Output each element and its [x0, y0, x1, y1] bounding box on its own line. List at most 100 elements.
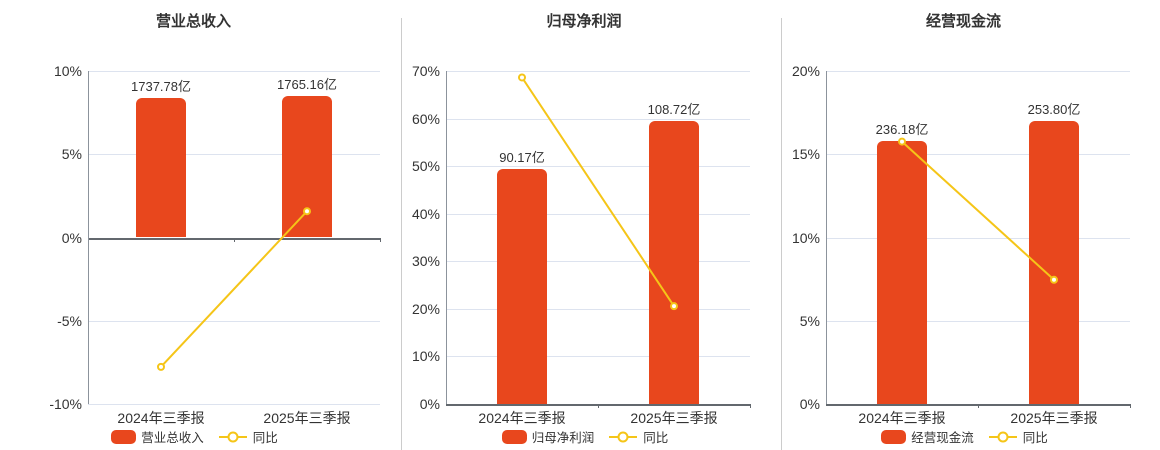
x-axis-tick [380, 237, 381, 242]
plot-area: 10% 5% 0% -5% -10% 1737.78亿 1765.16亿 [0, 0, 401, 450]
legend-item-bar-series[interactable]: 营业总收入 [111, 427, 204, 446]
y-axis-tick-label: 30% [411, 253, 440, 270]
y-axis-tick-label: 5% [61, 146, 82, 163]
legend-label: 同比 [643, 431, 669, 445]
gridline [446, 308, 750, 310]
legend-label: 营业总收入 [141, 431, 204, 445]
y-axis-tick-label: 70% [411, 63, 440, 79]
gridline [446, 166, 750, 168]
gridline [446, 356, 750, 358]
legend-label: 同比 [1022, 431, 1048, 445]
legend: 归母净利润 同比 [401, 427, 769, 446]
y-axis-tick-label: 10% [411, 348, 440, 365]
legend-label: 经营现金流 [911, 431, 974, 445]
chart-title: 营业总收入 [155, 13, 231, 30]
yoy-line-segment [521, 76, 675, 307]
gridline [446, 213, 750, 215]
yoy-line-marker[interactable] [670, 302, 678, 311]
x-category-label: 2024年三季报 [117, 410, 205, 426]
legend-item-bar-series[interactable]: 归母净利润 [501, 427, 595, 446]
gridline [826, 154, 1130, 156]
line-series-marker-icon [988, 431, 1017, 442]
x-axis-tick [978, 404, 979, 408]
y-axis-tick-label: 10% [791, 229, 820, 246]
gridline [88, 320, 380, 322]
gridline [826, 71, 1130, 72]
y-axis-tick-label: 10% [53, 63, 82, 79]
yoy-line-marker[interactable] [303, 207, 311, 216]
legend-item-line-series[interactable]: 同比 [218, 427, 278, 446]
panel-divider [401, 18, 402, 450]
legend: 经营现金流 同比 [781, 427, 1148, 446]
bar-series-swatch-icon [501, 429, 527, 444]
legend-item-line-series[interactable]: 同比 [608, 427, 668, 446]
legend-item-line-series[interactable]: 同比 [988, 427, 1048, 446]
bar-2024年三季报[interactable] [497, 169, 547, 404]
y-axis-tick-label: 0% [799, 396, 820, 412]
y-axis-line [446, 71, 447, 404]
bar-2024年三季报[interactable] [877, 140, 927, 404]
yoy-line-marker[interactable] [898, 137, 906, 146]
legend-label: 同比 [252, 431, 278, 445]
gridline [446, 118, 750, 120]
bar-value-label: 1737.78亿 [131, 79, 191, 95]
bar-series-swatch-icon [111, 429, 137, 444]
bar-2025年三季报[interactable] [649, 120, 699, 404]
bar-2024年三季报[interactable] [136, 98, 186, 238]
x-axis-tick [598, 404, 599, 408]
yoy-line-segment [901, 140, 1055, 281]
gridline [826, 237, 1130, 239]
x-category-label: 2024年三季报 [478, 410, 566, 426]
bar-2025年三季报[interactable] [1029, 120, 1079, 404]
x-category-label: 2025年三季报 [630, 410, 718, 426]
y-axis-line [88, 71, 89, 404]
chart-title: 经营现金流 [925, 13, 1001, 30]
yoy-line [518, 73, 678, 311]
yoy-line-marker[interactable] [518, 73, 526, 82]
panel-operating-revenue: 营业总收入 10% 5% 0% -5% -10% 1737.78亿 1765.16亿 202… [0, 0, 401, 450]
y-axis-tick-label: 5% [799, 312, 820, 329]
x-axis-tick [750, 404, 751, 408]
line-series-marker-icon [609, 431, 638, 442]
yoy-line [898, 137, 1058, 284]
x-category-label: 2025年三季报 [1010, 410, 1098, 426]
yoy-line-marker[interactable] [1050, 275, 1058, 284]
y-axis-tick-label: -5% [57, 312, 82, 329]
yoy-line [157, 207, 311, 371]
gridline [88, 404, 380, 405]
plot-area: 70% 60% 50% 40% 30% 20% 10% 0% 90.17亿 108.72亿 [401, 0, 781, 450]
x-category-label: 2025年三季报 [263, 410, 351, 426]
chart-title: 归母净利润 [546, 13, 622, 30]
plot-area: 20% 15% 10% 5% 0% 236.18亿 253.80亿 [781, 0, 1160, 450]
x-axis-tick [234, 237, 235, 242]
gridline [446, 261, 750, 263]
y-axis-tick-label: 0% [419, 396, 440, 412]
y-axis-tick-label: 50% [411, 158, 440, 175]
yoy-line-segment [160, 210, 308, 368]
bar-value-label: 1765.16亿 [277, 76, 337, 92]
bar-series-swatch-icon [881, 429, 907, 444]
legend: 营业总收入 同比 [0, 427, 389, 446]
panel-divider [781, 18, 782, 450]
panel-operating-cash-flow: 经营现金流 20% 15% 10% 5% 0% 236.18亿 253.80亿 2024年三… [781, 0, 1160, 450]
yoy-line-marker[interactable] [157, 362, 165, 371]
legend-item-bar-series[interactable]: 经营现金流 [881, 427, 974, 446]
bar-value-label: 253.80亿 [1027, 101, 1081, 117]
legend-label: 归母净利润 [531, 431, 595, 445]
y-axis-tick-label: 0% [61, 229, 82, 246]
x-category-label: 2024年三季报 [858, 410, 946, 426]
bar-value-label: 236.18亿 [875, 121, 929, 137]
line-series-marker-icon [218, 431, 247, 442]
gridline [446, 71, 750, 72]
bar-value-label: 90.17亿 [499, 150, 545, 166]
gridline [88, 71, 380, 72]
y-axis-line [826, 71, 827, 404]
y-axis-tick-label: 20% [791, 63, 820, 79]
x-axis-tick [1130, 404, 1131, 408]
y-axis-tick-label: 15% [791, 146, 820, 163]
y-axis-tick-label: 60% [411, 110, 440, 127]
gridline [88, 154, 380, 156]
gridline [826, 320, 1130, 322]
y-axis-tick-label: -10% [49, 396, 82, 412]
